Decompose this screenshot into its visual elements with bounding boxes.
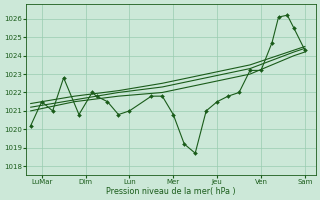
X-axis label: Pression niveau de la mer( hPa ): Pression niveau de la mer( hPa ) (106, 187, 236, 196)
